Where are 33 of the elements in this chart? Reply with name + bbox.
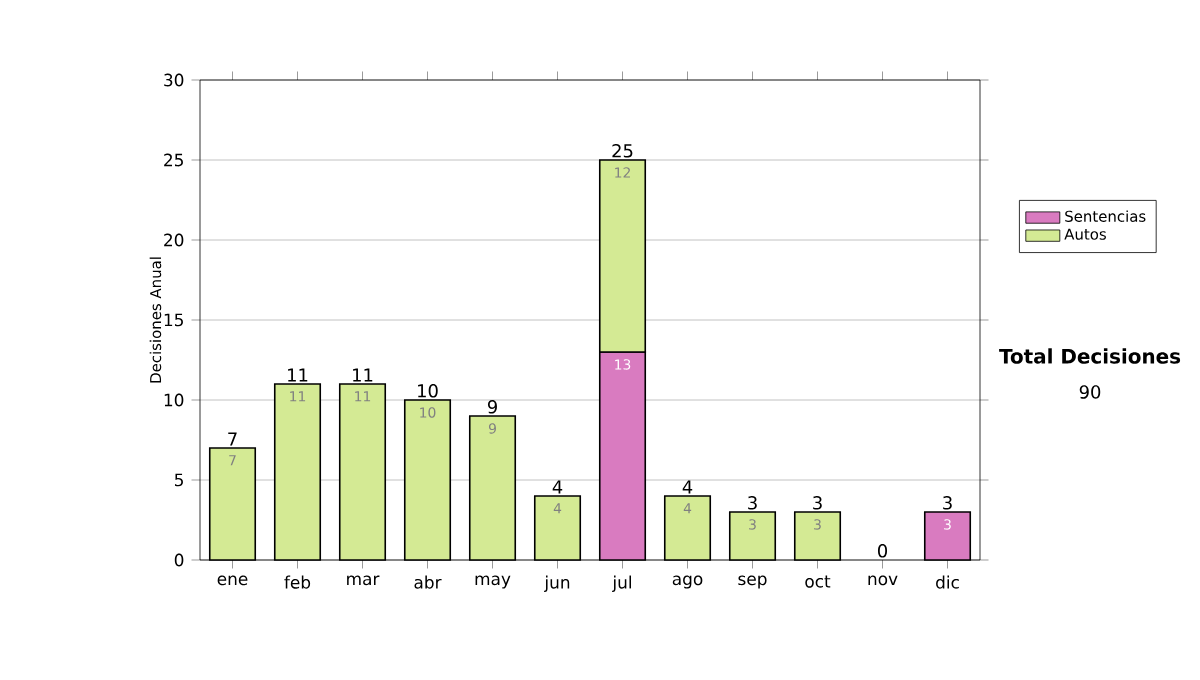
total-label: 0 <box>877 544 888 558</box>
total-label: 25 <box>612 144 633 158</box>
total-label: 4 <box>682 480 693 494</box>
total-label: 7 <box>228 432 237 446</box>
x-tick-label: ago <box>672 575 703 589</box>
text: Total Decisiones <box>999 348 1181 364</box>
total-label: 4 <box>552 480 563 494</box>
x-tick-label: nov <box>868 575 898 586</box>
x-tick-label: may <box>475 575 511 589</box>
x-tick-label: oct <box>805 575 831 588</box>
total-label: 9 <box>487 400 497 414</box>
x-tick-label: ene <box>217 575 248 586</box>
x-tick-label: sep <box>738 575 767 589</box>
total-label: 11 <box>288 368 308 382</box>
total-label: 3 <box>748 496 757 510</box>
total-label: 11 <box>353 368 373 382</box>
x-tick-label: abr <box>414 575 442 589</box>
x-tick-label: jul <box>612 575 632 592</box>
x-tick-label: jun <box>544 575 570 592</box>
y-tick-label: 25 <box>164 153 183 167</box>
total-label: 3 <box>813 496 822 510</box>
y-tick-label: 30 <box>164 73 184 87</box>
x-tick-label: dic <box>936 575 959 589</box>
x-tick-label: feb <box>284 575 311 589</box>
y-tick-label: 0 <box>174 553 184 567</box>
text: 90 <box>1079 385 1101 399</box>
y-tick-label: 15 <box>164 313 183 327</box>
total-label: 3 <box>943 496 952 510</box>
y-tick-label: 20 <box>164 233 184 247</box>
total-label: 10 <box>418 384 438 398</box>
y-tick-label: 5 <box>174 473 183 487</box>
y-tick-label: 10 <box>164 393 184 407</box>
x-tick-label: mar <box>347 575 380 586</box>
